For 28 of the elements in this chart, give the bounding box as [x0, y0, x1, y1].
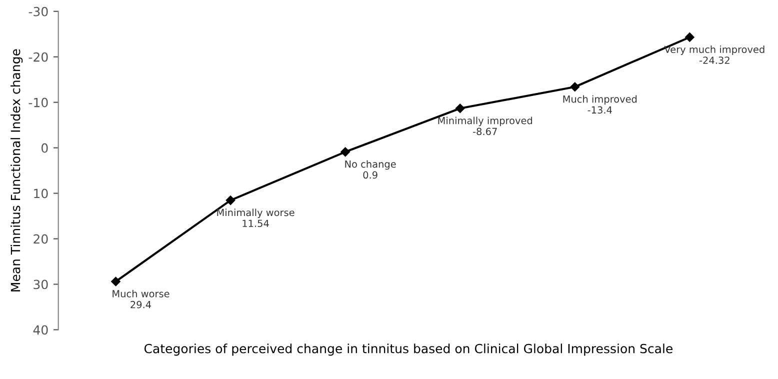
point	[685, 32, 694, 42]
x-tick-label: Minimally improved	[438, 116, 532, 126]
y-tick-label: -10	[28, 98, 48, 108]
data-label: 11.54	[242, 220, 269, 228]
y-tick-label: 20	[34, 234, 48, 244]
y-tick-label: -30	[28, 6, 48, 16]
x-tick-label: Much improved	[563, 95, 637, 105]
point	[111, 276, 120, 286]
y-tick-label: 10	[34, 188, 48, 198]
y-tick-label: -20	[28, 52, 48, 62]
data-label: 29.4	[130, 300, 152, 308]
data-label: -8.67	[473, 128, 497, 136]
point	[340, 147, 350, 157]
x-tick-label: No change	[345, 160, 396, 170]
data-label: -13.4	[588, 106, 612, 114]
x-tick-label: Very much improved	[664, 46, 764, 55]
data-label: -24.32	[699, 56, 730, 64]
x-tick-label: Minimally worse	[217, 208, 294, 218]
x-axis-title: Categories of perceived change in tinnitus based on Clinical Global Impression Scale	[144, 344, 672, 356]
y-tick-label: 0	[42, 143, 48, 153]
point	[455, 104, 465, 113]
x-tick-label: Much worse	[112, 290, 170, 298]
point	[226, 196, 236, 205]
point	[570, 82, 580, 92]
y-tick-label: 30	[34, 280, 48, 290]
y-tick-label: 40	[33, 325, 48, 335]
y-axis-title: Mean Tinnitus Functional Index change	[10, 49, 23, 292]
data-label: 0.9	[363, 171, 378, 179]
